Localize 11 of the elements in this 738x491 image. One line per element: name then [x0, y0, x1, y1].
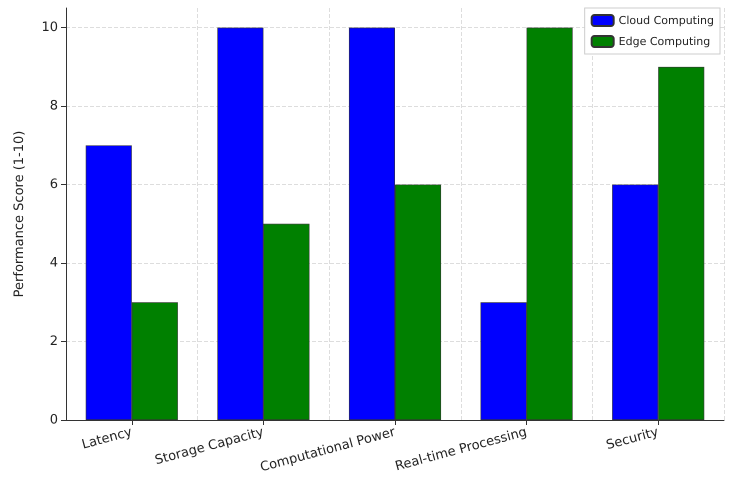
y-tick-label: 6: [50, 177, 58, 192]
legend-label: Cloud Computing: [618, 14, 714, 27]
x-tick-label: Latency: [80, 424, 134, 453]
y-tick-label: 10: [41, 20, 58, 36]
y-tick-label: 0: [50, 412, 58, 428]
legend-label: Edge Computing: [618, 35, 710, 48]
y-tick-label: 8: [50, 98, 58, 114]
y-tick-label: 2: [50, 334, 58, 350]
x-tick-label: Security: [604, 424, 660, 454]
y-tick-label: 4: [50, 256, 58, 271]
y-axis-title: Performance Score (1-10): [12, 130, 27, 298]
